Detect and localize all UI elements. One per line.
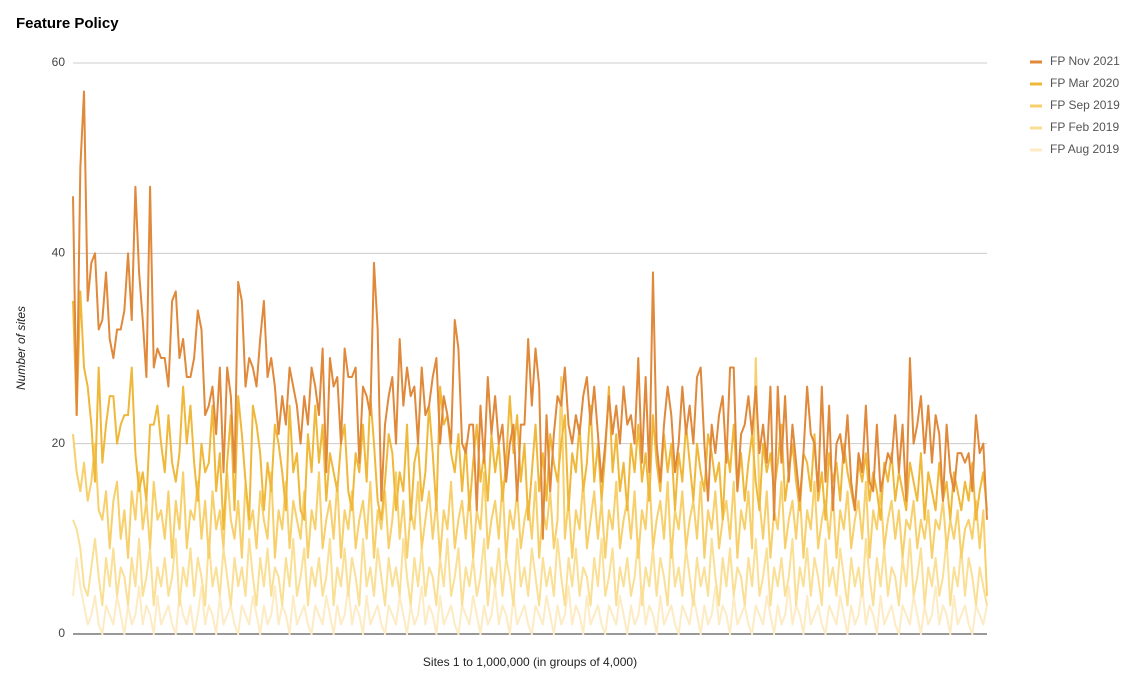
legend-label: FP Feb 2019 [1050, 120, 1119, 134]
y-tick-label: 40 [52, 246, 66, 260]
series-line [72, 90, 988, 540]
legend-label: FP Sep 2019 [1050, 98, 1120, 112]
legend-label: FP Nov 2021 [1050, 54, 1120, 68]
legend-label: FP Mar 2020 [1050, 76, 1119, 90]
series-line [72, 290, 988, 531]
chart-title: Feature Policy [16, 15, 119, 32]
x-axis-label: Sites 1 to 1,000,000 (in groups of 4,000… [423, 655, 637, 669]
y-axis-label: Number of sites [14, 306, 28, 390]
y-tick-label: 20 [52, 436, 66, 450]
y-tick-label: 60 [52, 55, 66, 69]
legend-label: FP Aug 2019 [1050, 142, 1119, 156]
y-tick-label: 0 [58, 626, 65, 640]
series-line [72, 519, 988, 607]
series-line [72, 556, 988, 635]
